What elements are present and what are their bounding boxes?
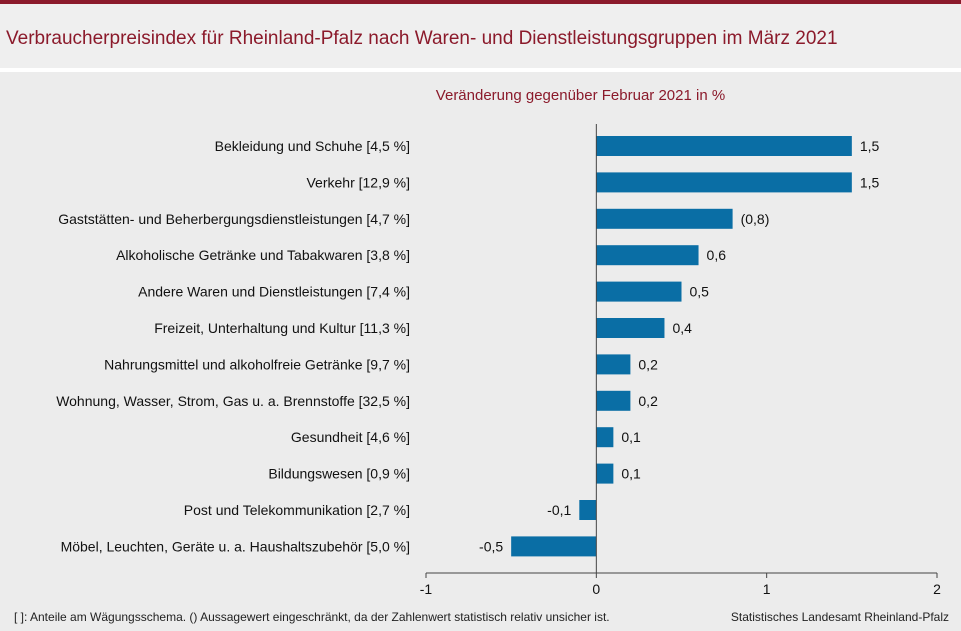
bars [511,136,852,557]
x-tick-label: 0 [592,581,600,597]
category-label: Verkehr [12,9 %] [306,174,410,190]
bar [596,390,631,411]
x-tick-label: -1 [420,581,433,597]
bar [596,463,614,484]
category-label: Post und Telekommunikation [2,7 %] [184,502,410,518]
category-label: Andere Waren und Dienstleistungen [7,4 %… [138,284,410,300]
value-label: 0,2 [638,356,658,372]
bar [511,536,597,557]
bar-chart: Bekleidung und Schuhe [4,5 %] Verkehr [12… [56,124,941,597]
value-label: -0,5 [479,538,503,554]
category-label: Wohnung, Wasser, Strom, Gas u. a. Brenns… [56,393,410,409]
bar [596,208,733,229]
x-axis: -1 0 1 2 [420,124,941,597]
bar [596,172,852,193]
value-label: 0,2 [638,393,658,409]
value-label: 1,5 [860,138,880,154]
category-label: Bildungswesen [0,9 %] [268,466,410,482]
value-label: 0,5 [690,284,710,300]
value-labels: 1,5 1,5 (0,8) 0,6 0,5 0,4 0,2 0,2 0,1 0,1 -0,1 -0,5 [479,138,879,554]
category-label: Gesundheit [4,6 %] [291,429,410,445]
bar [596,427,614,448]
bar [596,136,852,156]
value-label: 1,5 [860,174,880,190]
category-label: Bekleidung und Schuhe [4,5 %] [215,138,410,154]
bar [596,318,665,338]
value-label: 0,1 [621,429,641,445]
chart-subtitle: Veränderung gegenüber Februar 2021 in % [435,87,726,104]
category-label: Nahrungsmittel und alkoholfreie Getränke… [104,356,410,372]
category-label: Alkoholische Getränke und Tabakwaren [3,… [116,247,410,263]
category-labels: Bekleidung und Schuhe [4,5 %] Verkehr [12… [56,138,410,554]
category-label: Gaststätten- und Beherbergungsdienstleis… [58,211,410,227]
category-label: Möbel, Leuchten, Geräte u. a. Haushaltsz… [61,538,410,554]
footnote: [ ]: Anteile am Wägungsschema. () Aussag… [14,610,610,624]
value-label: -0,1 [547,502,571,518]
title-bar: Verbraucherpreisindex für Rheinland-Pfal… [0,4,961,72]
value-label: 0,1 [621,466,641,482]
source-note: Statistisches Landesamt Rheinland-Pfalz [730,610,949,624]
bar [596,354,631,375]
value-label: 0,4 [672,320,692,336]
page-title: Verbraucherpreisindex für Rheinland-Pfal… [6,28,838,49]
value-label: 0,6 [707,247,727,263]
bar [579,500,597,520]
bar [596,281,682,302]
value-label: (0,8) [741,211,770,227]
top-rule [0,0,961,4]
x-tick-label: 2 [933,581,941,597]
x-tick-label: 1 [763,581,771,597]
category-label: Freizeit, Unterhaltung und Kultur [11,3 … [154,320,410,336]
bar [596,245,699,266]
